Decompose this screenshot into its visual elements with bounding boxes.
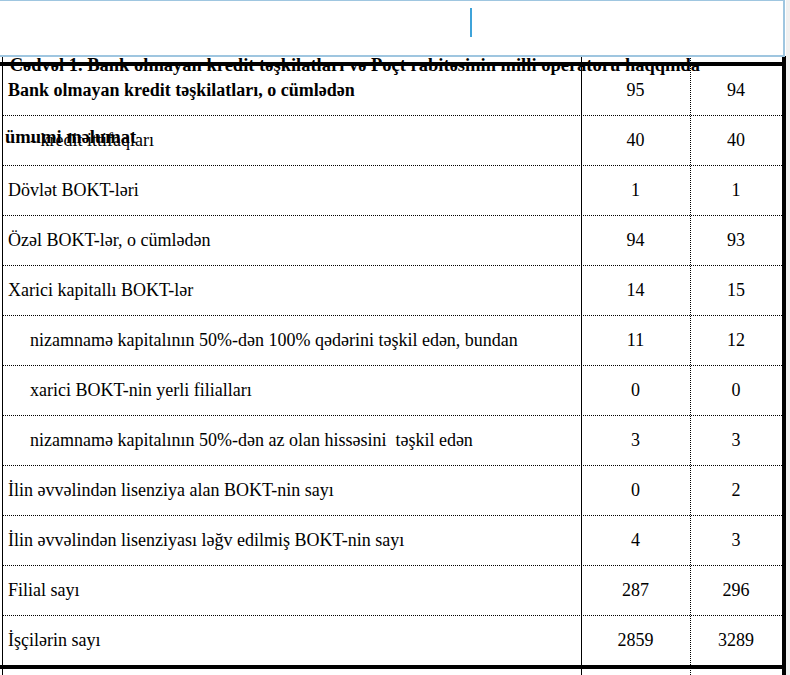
row-value-1[interactable]: 0 — [581, 380, 690, 401]
row-value-2[interactable]: 3289 — [690, 630, 782, 651]
row-label[interactable]: İlin əvvəlindən lisenziyası ləğv edilmiş… — [3, 530, 581, 551]
document-canvas: Bank olmayan kredit təşkilatları, o cüml… — [0, 0, 790, 675]
row-value-1[interactable]: 287 — [581, 580, 690, 601]
row-value-2[interactable]: 2 — [690, 480, 782, 501]
table-title: Cədvəl 1. Bank olmayan kredit təşkilatla… — [0, 1, 783, 197]
table-row: Özəl BOKT-lər, o cümlədən 94 93 — [3, 216, 782, 266]
table-row: nizamnamə kapitalının 50%-dən 100% qədər… — [3, 316, 782, 366]
row-value-2[interactable]: 93 — [690, 230, 782, 251]
page-right-gutter — [786, 0, 790, 675]
row-label[interactable]: Xarici kapitallı BOKT-lər — [3, 280, 581, 301]
table-row: Xarici kapitallı BOKT-lər 14 15 — [3, 266, 782, 316]
text-cursor-caret — [470, 8, 472, 37]
table-title-line-2: ümumi məlumat — [5, 125, 783, 149]
row-label[interactable]: nizamnamə kapitalının 50%-dən az olan hi… — [3, 430, 581, 451]
row-label[interactable]: Özəl BOKT-lər, o cümlədən — [3, 230, 581, 251]
row-label[interactable]: İlin əvvəlindən lisenziya alan BOKT-nin … — [3, 480, 581, 501]
table-row: Filial sayı 287 296 — [3, 566, 782, 616]
table-row: İşçilərin sayı 2859 3289 — [3, 616, 782, 665]
table-bottom-border — [0, 665, 790, 669]
row-value-2[interactable]: 296 — [690, 580, 782, 601]
table-row: nizamnamə kapitalının 50%-dən az olan hi… — [3, 416, 782, 466]
table-title-line-1: Cədvəl 1. Bank olmayan kredit təşkilatla… — [5, 53, 783, 77]
table-row: İlin əvvəlindən lisenziya alan BOKT-nin … — [3, 466, 782, 516]
row-value-2[interactable]: 3 — [690, 430, 782, 451]
row-value-1[interactable]: 94 — [581, 230, 690, 251]
row-label[interactable]: İşçilərin sayı — [3, 630, 581, 651]
table-row: İlin əvvəlindən lisenziyası ləğv edilmiş… — [3, 516, 782, 566]
row-label[interactable]: xarici BOKT-nin yerli filialları — [3, 380, 581, 401]
row-label[interactable]: Filial sayı — [3, 580, 581, 601]
table-row: xarici BOKT-nin yerli filialları 0 0 — [3, 366, 782, 416]
row-value-1[interactable]: 14 — [581, 280, 690, 301]
row-value-2[interactable]: 3 — [690, 530, 782, 551]
row-value-1[interactable]: 11 — [581, 330, 690, 351]
row-value-1[interactable]: 4 — [581, 530, 690, 551]
row-value-1[interactable]: 3 — [581, 430, 690, 451]
title-text-frame[interactable]: Cədvəl 1. Bank olmayan kredit təşkilatla… — [0, 0, 785, 57]
row-value-2[interactable]: 15 — [690, 280, 782, 301]
row-value-2[interactable]: 12 — [690, 330, 782, 351]
row-value-1[interactable]: 2859 — [581, 630, 690, 651]
row-label[interactable]: nizamnamə kapitalının 50%-dən 100% qədər… — [3, 330, 581, 351]
row-value-2[interactable]: 0 — [690, 380, 782, 401]
row-value-1[interactable]: 0 — [581, 480, 690, 501]
